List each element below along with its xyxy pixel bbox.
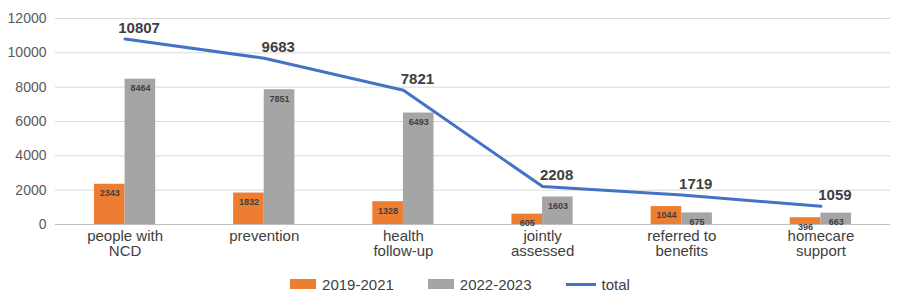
- svg-text:2000: 2000: [15, 182, 46, 198]
- svg-text:12000: 12000: [8, 10, 47, 26]
- svg-text:1832: 1832: [239, 197, 259, 207]
- svg-text:8464: 8464: [130, 83, 150, 93]
- svg-text:0: 0: [39, 216, 47, 232]
- svg-text:663: 663: [829, 217, 844, 227]
- svg-text:prevention: prevention: [229, 227, 299, 244]
- svg-text:2343: 2343: [100, 188, 120, 198]
- svg-text:7851: 7851: [270, 94, 290, 104]
- svg-text:6493: 6493: [409, 117, 429, 127]
- svg-text:4000: 4000: [15, 147, 46, 163]
- svg-text:people withNCD: people withNCD: [87, 227, 163, 259]
- svg-text:healthfollow-up: healthfollow-up: [373, 227, 433, 259]
- svg-text:1603: 1603: [548, 201, 568, 211]
- svg-text:10807: 10807: [118, 19, 160, 36]
- svg-text:8000: 8000: [15, 79, 46, 95]
- svg-text:675: 675: [690, 217, 705, 227]
- svg-text:7821: 7821: [401, 70, 434, 87]
- svg-text:1059: 1059: [818, 186, 851, 203]
- html-text:2019-2021: 2019-2021: [322, 275, 394, 293]
- svg-text:referred tobenefits: referred tobenefits: [647, 227, 716, 259]
- html-text:2022-2023: 2022-2023: [459, 275, 532, 293]
- svg-text:605: 605: [519, 218, 535, 228]
- svg-text:1044: 1044: [656, 210, 676, 220]
- svg-text:6000: 6000: [15, 113, 46, 129]
- svg-text:1719: 1719: [679, 175, 712, 192]
- svg-text:jointlyassessed: jointlyassessed: [511, 227, 574, 259]
- svg-text:2208: 2208: [540, 166, 573, 183]
- svg-text:1328: 1328: [378, 206, 398, 216]
- svg-text:homecaresupport: homecaresupport: [788, 227, 855, 259]
- svg-text:10000: 10000: [8, 44, 47, 60]
- svg-text:9683: 9683: [262, 38, 295, 55]
- html-text:total: total: [601, 275, 630, 293]
